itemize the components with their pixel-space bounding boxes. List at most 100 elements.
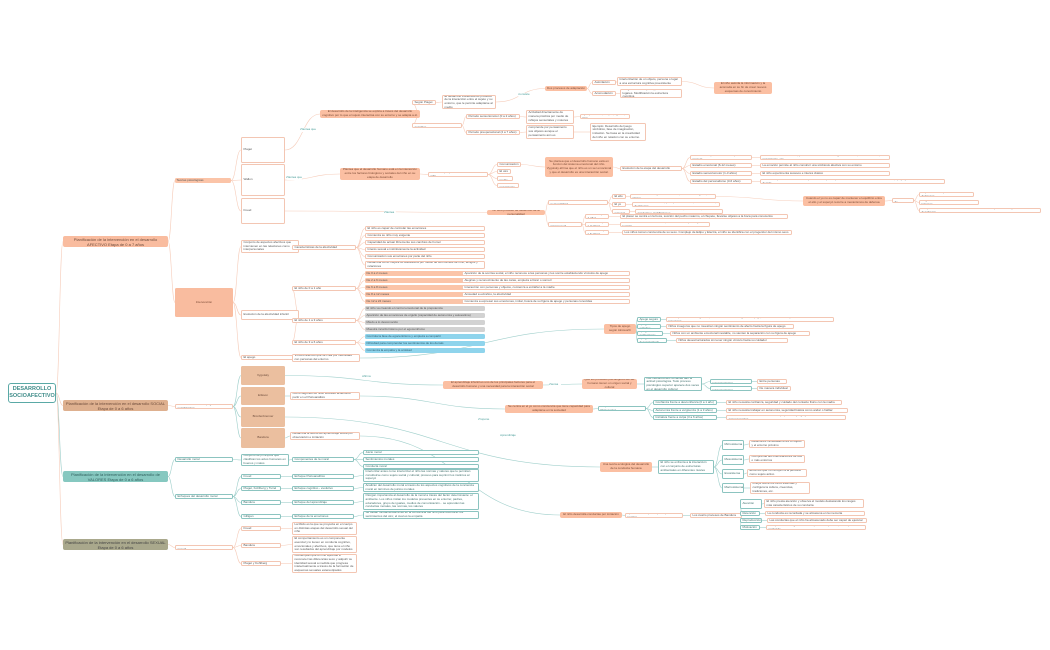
topic-node[interactable]: Apego desorganizado [637, 338, 667, 343]
topic-node[interactable]: Otorgan importancia al desarrollo de la … [363, 493, 479, 510]
topic-node[interactable]: Según Piaget [412, 100, 436, 105]
topic-node[interactable]: El aprendizaje infantil es uno de los pr… [443, 381, 543, 389]
topic-node[interactable]: Estadio de impulsividad motriz (0-6 mese… [690, 155, 752, 160]
topic-node[interactable]: Desplazamiento - Transferencia de emocio… [919, 208, 1041, 213]
topic-node[interactable]: Asimilación [592, 80, 616, 85]
topic-node[interactable]: Planificación de la intervención en el d… [63, 236, 168, 247]
topic-node[interactable]: El niño de 1 a 3 años [292, 318, 356, 323]
topic-node[interactable]: Interiorización de un objeto, persona o … [617, 77, 682, 86]
topic-node[interactable]: El niño se enfrenta a la interacción con… [658, 460, 714, 474]
topic-node[interactable]: Mesosistema [722, 455, 744, 465]
topic-node[interactable]: Enfoque del aprendizaje [292, 500, 354, 505]
topic-node[interactable]: Desarrolla como mejora su autoestima por… [365, 261, 485, 269]
topic-node[interactable]: Gilligan [241, 514, 281, 519]
topic-node[interactable]: Acomodación [592, 91, 616, 96]
topic-node[interactable]: El niño desarrolla conductas por imitaci… [560, 512, 622, 518]
topic-node[interactable]: El otro [497, 169, 511, 174]
topic-node[interactable]: El niño necesita trabajar en autonomía, … [726, 408, 848, 413]
topic-node[interactable]: El niño experimenta sucesos e interés cl… [760, 171, 890, 176]
topic-node[interactable]: Los cuatro procesos de Bandura [690, 513, 742, 518]
topic-node[interactable]: Planificación de la intervención en el d… [63, 539, 168, 550]
topic-node[interactable]: Freud [241, 198, 285, 224]
topic-node[interactable]: Comunicación sus emociones por parte del… [365, 254, 485, 259]
topic-node[interactable]: Enfoque cognitivo - evolutivo [292, 486, 354, 491]
topic-node[interactable]: Niños con un ambiente emocional inestabl… [670, 331, 810, 336]
topic-node[interactable]: Conducta moral [363, 464, 479, 469]
topic-node[interactable]: Intervención [175, 288, 233, 317]
topic-node[interactable]: Ejemplo: Desarrollo del juego simbólico,… [590, 123, 646, 141]
topic-node[interactable]: Se forma a través de la conciencia, la m… [635, 209, 723, 214]
topic-node[interactable]: Influye sobre los otros sistemas y confi… [750, 482, 810, 494]
topic-node[interactable]: Los niños toman conciencia de su sexo. C… [622, 230, 792, 235]
topic-node[interactable]: Reproducción [740, 518, 762, 523]
topic-node[interactable]: Enfoques del desarrollo moral [175, 494, 233, 499]
topic-node[interactable]: De 2 a 6 meses [365, 278, 485, 283]
topic-node[interactable]: Bronfenbrenner [241, 407, 285, 427]
topic-node[interactable]: De 8 a 12 meses [365, 292, 485, 297]
topic-node[interactable]: Fase oral (0 a 1 año) [585, 214, 609, 219]
topic-node[interactable]: Teorías sociales del apego / socializaci… [175, 404, 233, 409]
topic-node[interactable]: La emoción permite al niño construir una… [760, 163, 890, 168]
topic-node[interactable]: Confianza frente a desconfianza (0 a 1 a… [653, 400, 717, 405]
topic-node[interactable]: Alegrías y reconocimiento de las caras, … [462, 278, 630, 283]
topic-node[interactable]: Dos procesos de adaptación [545, 86, 587, 91]
root-topic[interactable]: DESARROLLO SOCIOAFECTIVO [8, 383, 56, 403]
topic-node[interactable]: Interacción con personas y objetos, comi… [462, 285, 630, 290]
topic-node[interactable]: Retención [740, 511, 760, 516]
topic-node[interactable]: Estadio emocional (6-12 meses) [690, 163, 752, 168]
topic-node[interactable]: Muestra inconformismo por el egocentrism… [365, 327, 485, 332]
topic-node[interactable]: Motivación [740, 525, 760, 530]
topic-node[interactable]: Fase fálica (3 a 6 años) [585, 230, 609, 235]
topic-node[interactable]: Bandura [241, 543, 281, 548]
topic-node[interactable]: Erikson [241, 387, 285, 405]
topic-node[interactable]: De 12 a 24 meses [365, 299, 485, 304]
topic-node[interactable]: El niño necesita confianza, seguridad y … [726, 400, 842, 405]
topic-node[interactable]: Secuencias del desarrollo cognitivo [412, 123, 462, 128]
topic-node[interactable]: Iniciativa frente a culpa (3 a 6 años) [653, 415, 717, 420]
topic-node[interactable]: Los niños comienzan a tener iniciativa p… [726, 415, 846, 420]
topic-node[interactable]: Estadio del personalismo (3-6 años) [690, 179, 752, 184]
topic-node[interactable]: Cuando el yo no es capaz de mantener el … [803, 196, 885, 206]
topic-node[interactable]: Actividad directamente de manera práctic… [526, 110, 574, 124]
topic-node[interactable]: Teorías psicológicas [175, 178, 231, 183]
topic-node[interactable]: La libido es la que se proyecta en el cu… [292, 522, 357, 535]
topic-node[interactable]: Se convierte el lenguaje, comprende por … [526, 125, 574, 139]
topic-node[interactable]: Miedo a lo desconocido [365, 320, 485, 325]
topic-node[interactable]: Comienza a expresar sus emociones, imita… [462, 299, 630, 304]
topic-node[interactable]: Vínculo afectivo que se crea por intensi… [292, 354, 360, 362]
topic-node[interactable]: Estadio sensoriomotor (1-3 años) [690, 171, 752, 176]
topic-node[interactable]: Piaget [241, 137, 285, 163]
topic-node[interactable]: Como segundo de nivel sociable acuerda e… [290, 392, 360, 400]
topic-node[interactable]: Que los procesos psicológicos del ser hu… [582, 379, 637, 389]
topic-node[interactable]: El niño es capaz de controlar las emocio… [365, 226, 485, 231]
topic-node[interactable]: Microsistema [722, 440, 744, 450]
topic-node[interactable]: Represión - Bloquear elementos dolorosos [919, 192, 974, 197]
topic-node[interactable]: Desarrollo psicosexual [548, 222, 582, 227]
topic-node[interactable]: Un solo proceso de desarrollo de la pers… [487, 210, 545, 215]
topic-node[interactable]: Planificación de la intervención en el d… [63, 471, 168, 482]
topic-node[interactable]: La conducta es recordada y se almacena e… [765, 511, 865, 516]
topic-node[interactable]: Etapas del desarrollo Psicosocial [598, 406, 646, 411]
topic-node[interactable]: Apego seguro [637, 317, 661, 322]
topic-node[interactable]: Período preoperacional (2 a 7 años) [466, 130, 520, 135]
topic-node[interactable]: Desarrollo moral [175, 457, 233, 462]
topic-node[interactable]: Enfoque de la emociones [292, 514, 354, 519]
topic-node[interactable]: Bandura [241, 500, 281, 505]
topic-node[interactable]: Conjunto de aspectos afectivos que inter… [241, 240, 299, 253]
topic-node[interactable]: Wallon [241, 164, 285, 196]
topic-node[interactable]: Piaget y Kohlberg [241, 561, 281, 566]
topic-node[interactable]: El niño adquiere conciencia de su person… [760, 179, 945, 184]
topic-node[interactable]: El niño de 3 a 6 años [292, 340, 356, 345]
topic-node[interactable]: Niños desestructurados sin tener ningún … [676, 338, 788, 343]
topic-node[interactable]: Autonomía frente a vergüenza (1 a 3 años… [653, 408, 717, 413]
topic-node[interactable]: Aparición de las emociones de orgullo (c… [365, 313, 485, 318]
topic-node[interactable]: Las conductas que el niño ha almacenado … [767, 518, 867, 523]
topic-node[interactable]: Niños que muestran seguridad, intentan e… [666, 317, 834, 322]
topic-node[interactable]: Construcción del individuo, predominan f… [760, 155, 890, 160]
topic-node[interactable]: Presente al nacer, parte de deseos, inst… [630, 194, 716, 199]
topic-node[interactable]: Fase anal (1 a 3 años) [585, 222, 609, 227]
topic-node[interactable]: Sentimientos morales [363, 457, 479, 462]
topic-node[interactable]: El movimiento [497, 183, 519, 188]
topic-node[interactable]: Vygotsky [241, 366, 285, 385]
topic-node[interactable]: Interiorizar antes como interiorizar el … [363, 469, 479, 482]
